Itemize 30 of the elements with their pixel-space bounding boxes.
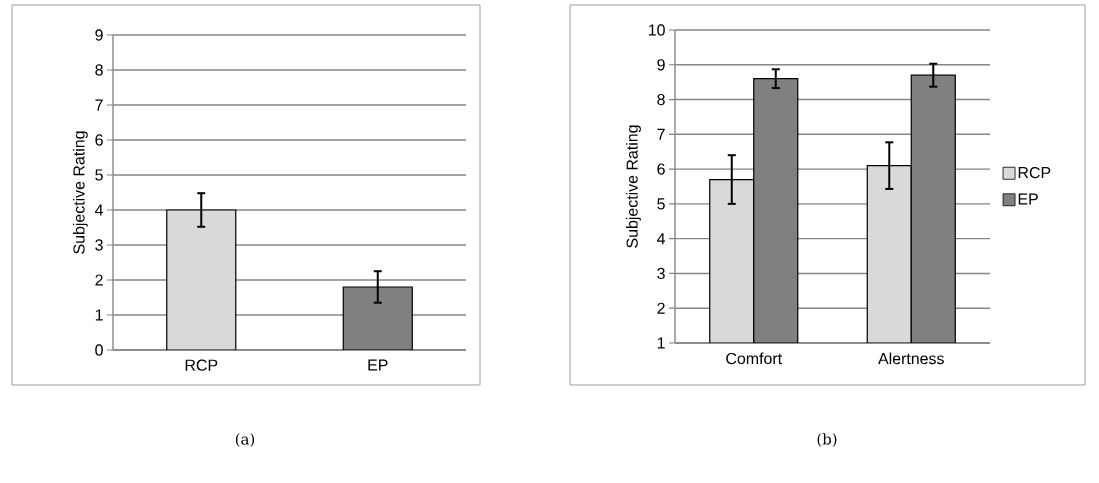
y-tick-label: 7	[657, 128, 665, 140]
y-tick-label: 7	[95, 99, 103, 111]
x-tick-label: EP	[368, 359, 388, 371]
y-tick-label: 1	[657, 337, 665, 349]
legend-label: EP	[1018, 193, 1038, 205]
y-tick-label: 8	[95, 64, 103, 76]
y-tick-label: 9	[657, 59, 665, 71]
y-tick-label: 4	[656, 233, 666, 245]
y-axis-title: Subjective Rating	[72, 131, 88, 254]
y-tick-label: 5	[657, 198, 665, 210]
y-tick-label: 3	[657, 267, 665, 280]
text: (a)	[235, 433, 255, 447]
x-tick-label: RCP	[185, 359, 218, 371]
y-tick-label: 4	[94, 204, 104, 216]
text: (b)	[817, 433, 837, 447]
y-tick-label: 2	[657, 302, 665, 314]
y-axis-title: Subjective Rating	[626, 125, 641, 248]
y-tick-label: 6	[657, 163, 665, 175]
y-tick-label: 1	[95, 309, 103, 321]
x-tick-label: Alertness	[878, 352, 944, 365]
y-tick-label: 3	[95, 239, 103, 251]
legend-label: RCP	[1018, 166, 1051, 179]
y-tick-label: 5	[95, 169, 103, 181]
x-tick-label: Comfort	[726, 352, 782, 365]
y-tick-label: 10	[648, 24, 665, 36]
y-tick-label: 6	[95, 134, 103, 146]
y-tick-label: 8	[657, 93, 665, 106]
y-tick-label: 0	[95, 344, 103, 356]
y-tick-label: 9	[95, 29, 103, 41]
y-tick-label: 2	[95, 274, 103, 286]
